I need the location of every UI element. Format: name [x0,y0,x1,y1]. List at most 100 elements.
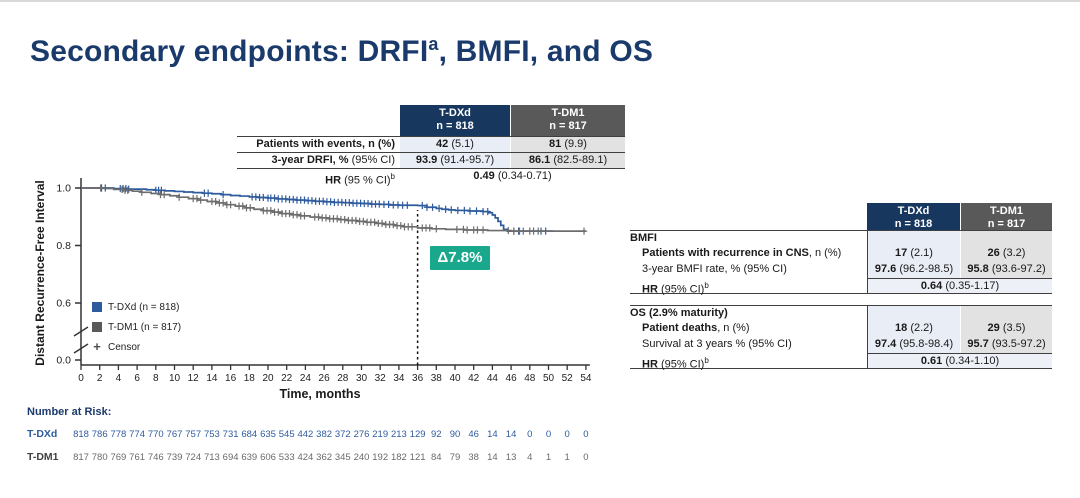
value-rest: (96.2-98.5) [896,263,954,275]
risk-row-tdm1: T-DM1 817 780 769 761 746 739 724 713 694 639 606 5… [27,451,627,463]
value-rest: (0.35-1.17) [942,280,1000,292]
os-hr-value: 0.61 (0.34-1.10) [867,353,1052,368]
bmfi-section-tdm1-cell [960,231,1052,246]
risk-count: 424 [297,452,314,463]
value-rest: (93.6-97.2) [988,263,1046,275]
risk-count: 79 [449,452,461,463]
risk-count: 746 [147,452,164,463]
risk-count: 731 [222,429,239,440]
risk-count: 372 [334,429,351,440]
km-chart-svg: 0.00.60.81.00 2 4 6 8 10 12 14 16 18 20 22 24 26 28 30 3… [56,178,592,384]
value-rest: (3.5) [999,322,1026,334]
value-rest: (91.4-95.7) [437,154,495,166]
svg-text:36: 36 [412,373,424,384]
number-at-risk-heading: Number at Risk: [27,406,112,418]
y-axis-label: Distant Recurrence-Free Interval [33,180,47,366]
value-rest: (5.1) [448,138,474,150]
os-section-tdxd-cell [867,306,960,321]
drfi-row-events: Patients with events, n (%) 42 (5.1) 81 … [237,136,625,152]
svg-text:24: 24 [300,373,312,384]
os-survival-tdm1-value: 95.7 (93.5-97.2) [960,337,1052,353]
value-bold: 97.6 [874,263,897,275]
delta-annotation-badge: Δ7.8% [430,246,490,270]
svg-text:14: 14 [206,373,218,384]
label-rest: (95% CI) [657,283,705,296]
svg-text:42: 42 [468,373,480,384]
risk-count: 767 [166,429,183,440]
bmfi-header-tdm1-name: T-DM1 [990,205,1023,217]
risk-count: 786 [91,429,108,440]
risk-count: 639 [241,452,258,463]
risk-row-tdm1-label: T-DM1 [27,451,59,463]
risk-count: 276 [353,429,370,440]
value-bold: 86.1 [528,154,551,166]
risk-count: 219 [372,429,389,440]
risk-count: 14 [487,429,498,440]
risk-count: 770 [147,429,164,440]
bmfi-row-recurrence: Patients with recurrence in CNS, n (%) 1… [630,246,1052,262]
tdm1-swatch-icon [92,322,102,332]
risk-count: 684 [241,429,258,440]
value-bold: 81 [549,138,562,150]
risk-count: 382 [316,429,333,440]
bmfi-header-tdxd-n: n = 818 [894,218,933,230]
label-rest: (95% CI) [657,358,705,371]
drfi-row-3yr-label: 3-year DRFI, % (95% CI) [237,153,400,168]
risk-count: 90 [449,429,461,440]
drfi-header-row: T-DXd n = 818 T-DM1 n = 817 [237,105,625,136]
os-section-row: OS (2.9% maturity) [630,305,1052,321]
os-survival-tdxd-value: 97.4 (95.8-98.4) [867,337,960,353]
censor-plus-icon: + [93,339,101,354]
svg-text:1.0: 1.0 [56,183,71,195]
drfi-header-spacer [237,105,400,136]
title-superscript-a: a [428,34,439,54]
bmfi-recurrence-label: Patients with recurrence in CNS, n (%) [630,246,867,262]
risk-count: 778 [110,429,127,440]
risk-count: 345 [334,452,351,463]
svg-text:40: 40 [449,373,461,384]
bmfi-table: T-DXd n = 818 T-DM1 n = 817 BMFI Patient… [630,203,1052,296]
label-rest: (95% CI) [348,154,395,166]
label-rest: Survival at 3 years % (95% CI) [642,338,792,350]
svg-text:4: 4 [116,373,122,384]
drfi-header-tdxd-name: T-DXd [439,107,471,119]
risk-count: 757 [185,429,202,440]
os-table: OS (2.9% maturity) Patient deaths, n (%)… [630,305,1052,371]
os-deaths-tdm1-value: 29 (3.5) [960,321,1052,337]
svg-text:38: 38 [431,373,443,384]
risk-count: 182 [390,452,407,463]
bmfi-header-spacer [630,203,867,230]
os-row-survival: Survival at 3 years % (95% CI) 97.4 (95.… [630,337,1052,353]
svg-text:16: 16 [225,373,237,384]
bmfi-header-tdxd-name: T-DXd [897,205,930,217]
drfi-row-hr-label: HR (95 % CI)b [237,169,400,187]
risk-count: 761 [129,452,146,463]
drfi-header-tdm1-name: T-DM1 [551,107,585,119]
drfi-header-tdm1-n: n = 817 [549,120,587,132]
bmfi-row-hr: HR (95% CI)b 0.64 (0.35-1.17) [630,278,1052,296]
svg-text:48: 48 [524,373,536,384]
risk-row-tdxd-label: T-DXd [27,428,58,440]
bmfi-recurrence-tdxd-value: 17 (2.1) [867,246,960,262]
svg-text:6: 6 [134,373,140,384]
label-bold: HR [642,358,658,371]
bmfi-header-tdm1: T-DM1 n = 817 [960,203,1052,230]
risk-count: 4 [527,452,533,463]
os-hr-label: HR (95% CI)b [630,353,867,371]
os-deaths-label: Patient deaths, n (%) [630,321,867,337]
risk-count: 14 [487,452,498,463]
svg-text:2: 2 [97,373,103,384]
risk-row-tdxd: T-DXd 818 786 778 774 770 767 757 753 731 684 635 5… [27,428,627,440]
svg-text:50: 50 [543,373,555,384]
drfi-header-tdm1: T-DM1 n = 817 [510,105,625,136]
value-rest: (9.9) [561,138,587,150]
value-bold: 26 [987,247,1000,259]
svg-text:0.8: 0.8 [56,240,71,252]
page-title: Secondary endpoints: DRFIa, BMFI, and OS [30,34,653,69]
bmfi-section-row: BMFI [630,230,1052,246]
bmfi-hr-label: HR (95% CI)b [630,278,867,296]
svg-text:32: 32 [375,373,387,384]
risk-count: 13 [505,452,517,463]
value-rest: (2.1) [907,247,933,259]
value-bold: 93.9 [415,154,438,166]
